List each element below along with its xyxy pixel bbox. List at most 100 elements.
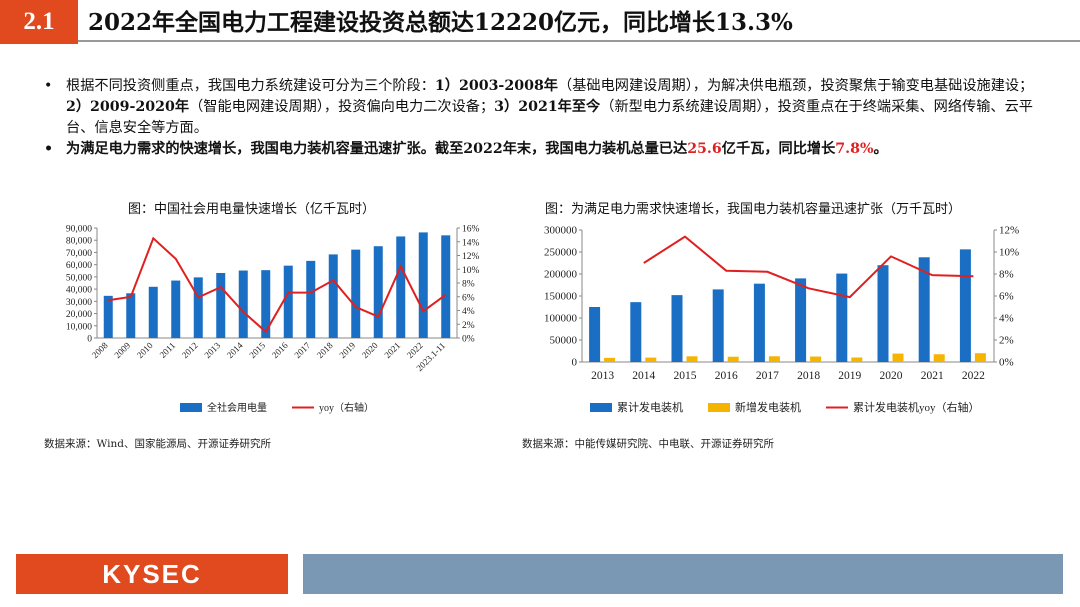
section-number: 2.1 — [0, 0, 78, 44]
bar-全社会用电量 — [351, 249, 361, 338]
bar-全社会用电量 — [306, 260, 316, 338]
x-tick-label: 2021 — [382, 340, 402, 360]
x-tick-label: 2014 — [632, 370, 655, 382]
bar-全社会用电量 — [261, 270, 271, 338]
left-tick-label: 100000 — [544, 313, 578, 325]
x-tick-label: 2013 — [591, 370, 614, 382]
x-tick-label: 2022 — [962, 370, 985, 382]
bar-新增发电装机 — [768, 356, 780, 362]
legend-swatch — [590, 403, 612, 412]
bullet-item-phases: • 根据不同投资侧重点，我国电力系统建设可分为三个阶段：1）2003-2008年… — [44, 76, 1034, 139]
highlight-value: 25.6 — [687, 141, 722, 157]
bullet-text: 亿千瓦，同比增长 — [721, 141, 836, 157]
right-tick-label: 8% — [462, 280, 475, 290]
legend-label: yoy（右轴） — [319, 401, 374, 414]
bullet-marker: • — [44, 141, 54, 157]
left-tick-label: 50,000 — [66, 273, 92, 283]
x-tick-label: 2022 — [405, 340, 425, 360]
x-tick-label: 2008 — [90, 340, 110, 360]
left-tick-label: 30,000 — [66, 298, 92, 308]
bullet-text: （智能电网建设周期），投资偏向电力二次设备； — [189, 99, 495, 115]
bullet-bold: 3）2021年至今 — [494, 99, 601, 115]
slide-header: 2.1 2022年全国电力工程建设投资总额达12220亿元，同比增长13.3% — [0, 0, 1080, 46]
x-tick-label: 2011 — [158, 340, 178, 360]
chart1-source: 数据来源：Wind、国家能源局、开源证券研究所 — [44, 438, 271, 450]
right-tick-label: 0% — [462, 335, 475, 345]
left-tick-label: 80,000 — [66, 237, 92, 247]
bar-全社会用电量 — [396, 236, 406, 338]
x-tick-label: 2014 — [225, 340, 245, 360]
left-tick-label: 150000 — [544, 291, 578, 303]
bar-累计发电装机 — [630, 302, 642, 362]
x-tick-label: 2010 — [135, 340, 155, 360]
bar-累计发电装机 — [795, 278, 807, 362]
x-tick-label: 2019 — [337, 340, 357, 360]
right-tick-label: 2% — [462, 321, 475, 331]
right-tick-label: 8% — [999, 269, 1014, 281]
bar-累计发电装机 — [712, 289, 724, 362]
x-tick-label: 2015 — [674, 370, 697, 382]
bar-全社会用电量 — [283, 265, 293, 338]
right-tick-label: 6% — [462, 293, 475, 303]
legend-label: 全社会用电量 — [207, 401, 267, 414]
left-tick-label: 90,000 — [66, 225, 92, 235]
x-tick-label: 2020 — [880, 370, 903, 382]
bullet-item-capacity: • 为满足电力需求的快速增长，我国电力装机容量迅速扩张。截至2022年末，我国电… — [44, 139, 1034, 160]
x-tick-label: 2015 — [247, 340, 267, 360]
x-tick-label: 2020 — [360, 340, 380, 360]
legend-swatch — [180, 403, 202, 412]
chart2-caption: 图：为满足电力需求快速增长，我国电力装机容量迅速扩张（万千瓦时） — [545, 202, 962, 217]
right-tick-label: 10% — [462, 266, 480, 276]
bar-新增发电装机 — [851, 357, 863, 362]
x-tick-label: 2013 — [202, 340, 222, 360]
x-tick-label: 2018 — [797, 370, 820, 382]
footer-bar — [303, 554, 1063, 594]
bar-全社会用电量 — [193, 277, 203, 338]
bar-累计发电装机 — [918, 257, 930, 362]
legend-swatch — [708, 403, 730, 412]
left-tick-label: 20,000 — [66, 310, 92, 320]
bullet-text: （基础电网建设周期），为解决供电瓶颈，投资聚焦于输变电基础设施建设； — [558, 78, 1034, 94]
x-tick-label: 2017 — [756, 370, 779, 382]
right-tick-label: 4% — [999, 313, 1014, 325]
x-tick-label: 2016 — [715, 370, 738, 382]
bar-累计发电装机 — [589, 307, 601, 362]
bar-全社会用电量 — [103, 295, 113, 338]
bullet-text: 根据不同投资侧重点，我国电力系统建设可分为三个阶段： — [66, 78, 435, 94]
x-tick-label: 2012 — [180, 340, 200, 360]
right-tick-label: 14% — [462, 238, 480, 248]
right-tick-label: 12% — [462, 252, 480, 262]
bullet-list: • 根据不同投资侧重点，我国电力系统建设可分为三个阶段：1）2003-2008年… — [44, 76, 1034, 160]
x-tick-label: 2017 — [292, 340, 312, 360]
legend-label: 新增发电装机 — [735, 400, 801, 414]
bar-全社会用电量 — [216, 272, 226, 338]
bar-全社会用电量 — [171, 280, 181, 338]
left-tick-label: 300000 — [544, 225, 578, 237]
title-divider — [78, 40, 1080, 42]
bar-新增发电装机 — [933, 354, 945, 362]
left-tick-label: 250000 — [544, 247, 578, 259]
x-tick-label: 2016 — [270, 340, 290, 360]
bar-全社会用电量 — [238, 270, 248, 338]
left-tick-label: 50000 — [550, 335, 578, 347]
bullet-marker: • — [44, 78, 53, 94]
bar-新增发电装机 — [604, 357, 616, 362]
left-tick-label: 40,000 — [66, 286, 92, 296]
highlight-value: 7.8% — [835, 141, 874, 157]
right-tick-label: 10% — [999, 247, 1019, 259]
bar-累计发电装机 — [959, 249, 971, 362]
right-tick-label: 2% — [999, 335, 1014, 347]
bar-全社会用电量 — [328, 254, 338, 338]
legend-label: 累计发电装机yoy（右轴） — [853, 400, 980, 414]
bar-累计发电装机 — [671, 295, 683, 362]
right-tick-label: 12% — [999, 225, 1019, 237]
left-tick-label: 60,000 — [66, 261, 92, 271]
bar-全社会用电量 — [418, 232, 428, 338]
bar-累计发电装机 — [877, 265, 889, 362]
electricity-consumption-chart: 0 10,000 20,000 30,000 40,000 50,000 60,000 70,… — [66, 225, 480, 415]
line-yoy（右轴） — [108, 236, 447, 334]
left-tick-label: 70,000 — [66, 249, 92, 259]
bullet-bold: 1）2003-2008年 — [434, 78, 558, 94]
x-tick-label: 2021 — [921, 370, 944, 382]
x-tick-label: 2018 — [315, 340, 335, 360]
